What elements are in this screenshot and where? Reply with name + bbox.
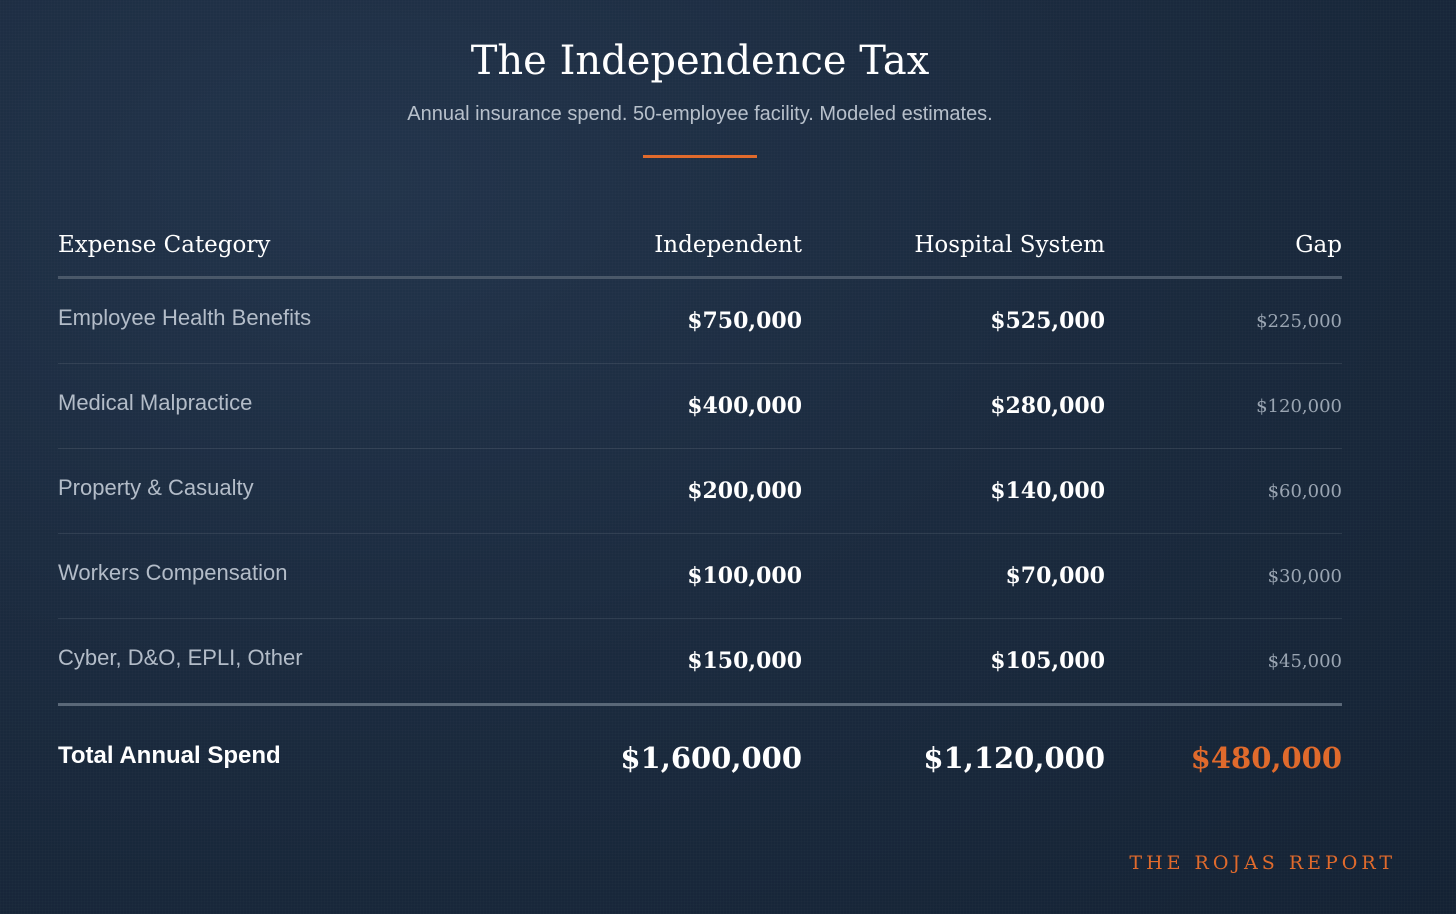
category-cell: Workers Compensation bbox=[58, 560, 288, 585]
total-gap: $480,000 bbox=[1190, 741, 1342, 775]
table-row: Employee Health Benefits $750,000 $525,0… bbox=[58, 279, 1342, 364]
column-header-independent: Independent bbox=[654, 232, 802, 258]
hospital-cell: $140,000 bbox=[990, 478, 1105, 504]
table-row: Workers Compensation $100,000 $70,000 $3… bbox=[58, 534, 1342, 619]
table-total-row: Total Annual Spend $1,600,000 $1,120,000… bbox=[58, 706, 1342, 810]
hospital-cell: $280,000 bbox=[990, 393, 1105, 419]
gap-cell: $30,000 bbox=[1267, 565, 1342, 587]
hospital-cell: $105,000 bbox=[990, 648, 1105, 674]
column-header-category: Expense Category bbox=[58, 232, 271, 258]
independent-cell: $150,000 bbox=[687, 648, 802, 674]
gap-cell: $45,000 bbox=[1267, 650, 1342, 672]
total-label: Total Annual Spend bbox=[58, 742, 281, 769]
total-independent: $1,600,000 bbox=[620, 741, 802, 775]
table-header-row: Expense Category Independent Hospital Sy… bbox=[58, 210, 1342, 279]
accent-divider bbox=[643, 155, 757, 158]
independent-cell: $400,000 bbox=[687, 393, 802, 419]
independent-cell: $200,000 bbox=[687, 478, 802, 504]
category-cell: Property & Casualty bbox=[58, 475, 254, 500]
gap-cell: $120,000 bbox=[1256, 395, 1342, 417]
hospital-cell: $525,000 bbox=[990, 308, 1105, 334]
total-hospital: $1,120,000 bbox=[923, 741, 1105, 775]
gap-cell: $60,000 bbox=[1267, 480, 1342, 502]
category-cell: Medical Malpractice bbox=[58, 390, 253, 415]
column-header-gap: Gap bbox=[1295, 232, 1342, 258]
hospital-cell: $70,000 bbox=[1005, 563, 1105, 589]
category-cell: Employee Health Benefits bbox=[58, 305, 312, 330]
table-row: Medical Malpractice $400,000 $280,000 $1… bbox=[58, 364, 1342, 449]
gap-cell: $225,000 bbox=[1256, 310, 1342, 332]
independent-cell: $750,000 bbox=[687, 308, 802, 334]
category-cell: Cyber, D&O, EPLI, Other bbox=[58, 645, 303, 670]
expense-table: Expense Category Independent Hospital Sy… bbox=[58, 210, 1342, 810]
independent-cell: $100,000 bbox=[687, 563, 802, 589]
page-title: The Independence Tax bbox=[470, 38, 930, 84]
column-header-hospital: Hospital System bbox=[914, 232, 1105, 258]
page-subtitle: Annual insurance spend. 50-employee faci… bbox=[407, 103, 993, 125]
table-row: Cyber, D&O, EPLI, Other $150,000 $105,00… bbox=[58, 619, 1342, 706]
brand-wordmark: THE ROJAS REPORT bbox=[1129, 852, 1396, 874]
table-row: Property & Casualty $200,000 $140,000 $6… bbox=[58, 449, 1342, 534]
